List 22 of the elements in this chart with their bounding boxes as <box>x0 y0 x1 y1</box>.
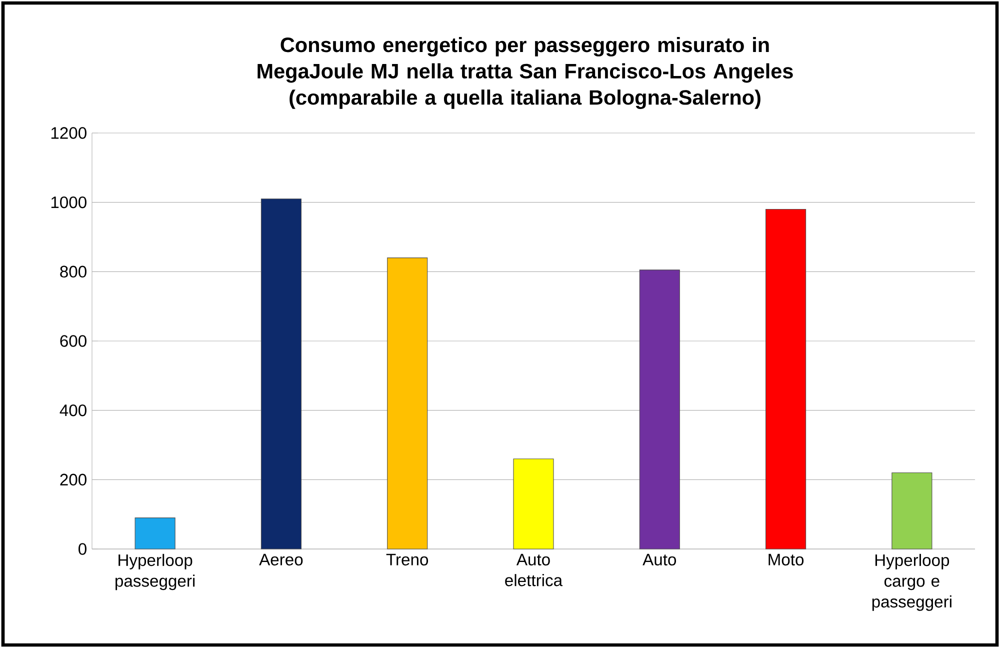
x-tick-label: Auto <box>642 554 676 566</box>
x-tick-label: Aereo <box>259 554 303 566</box>
chart-title: Consumo energetico per passeggero misurato in MegaJoule MJ nella tratta San Francisco-Los Angeles (comparabile a quella italiana Bologna-Salerno) <box>258 36 793 110</box>
y-tick-label: 1000 <box>51 196 86 208</box>
y-tick-label: 800 <box>60 266 86 278</box>
bar <box>387 258 428 550</box>
bar <box>892 472 932 550</box>
bar <box>260 198 302 550</box>
bar <box>639 270 680 550</box>
y-tick-label: 0 <box>78 543 86 555</box>
x-tick-label: Treno <box>386 554 428 566</box>
y-tick-label: 400 <box>60 404 86 416</box>
y-tick-label: 1200 <box>51 127 86 139</box>
x-tick-label: Hyperloop passeggeri <box>116 554 195 590</box>
x-tick-label: Moto <box>768 554 804 566</box>
y-tick-label: 200 <box>60 474 86 486</box>
x-tick-label: Auto elettrica <box>505 554 563 586</box>
x-tick-label: Hyperloop cargo e passeggeri <box>872 554 952 611</box>
bar <box>134 518 176 550</box>
y-tick-label: 600 <box>60 335 86 347</box>
bar <box>513 458 554 550</box>
bar <box>766 208 806 550</box>
